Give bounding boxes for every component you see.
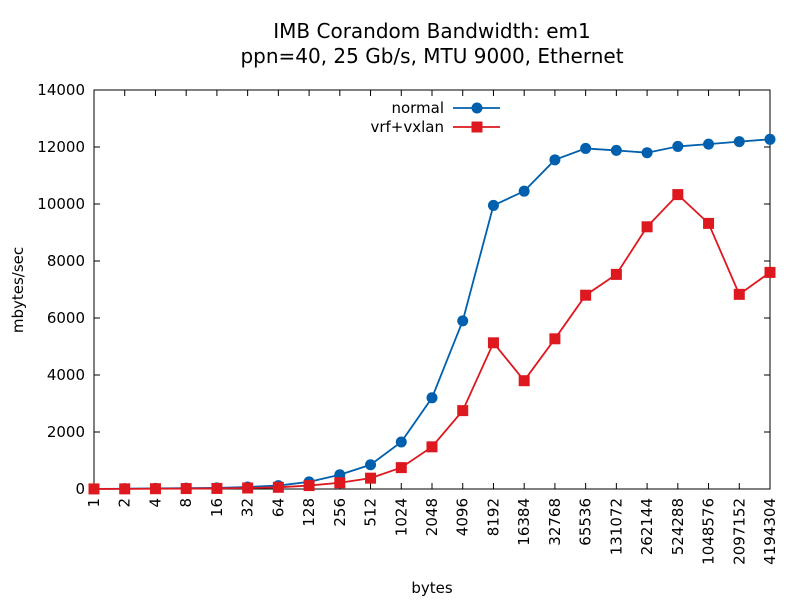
- x-tick-label: 524288: [669, 498, 687, 555]
- x-tick-label: 8: [177, 498, 195, 508]
- data-point: [242, 482, 254, 494]
- data-point: [119, 483, 131, 495]
- data-point: [457, 405, 469, 417]
- x-tick-labels: 1 2 4 8 16 32 64 128 256 512 1024 2048 4096 8192 16384…: [85, 498, 779, 565]
- x-tick-label: 1024: [392, 498, 410, 536]
- legend-swatch-marker: [471, 121, 483, 133]
- legend-label: vrf+vxlan: [370, 118, 444, 136]
- y-tick-label: 2000: [47, 423, 85, 441]
- x-tick-label: 1: [85, 498, 103, 508]
- data-point: [580, 142, 592, 154]
- x-tick-label: 4194304: [761, 498, 779, 565]
- series-normal: [88, 133, 776, 495]
- y-tick-label: 0: [75, 480, 85, 498]
- x-tick-label: 4096: [454, 498, 472, 536]
- legend-swatch-marker: [471, 102, 483, 114]
- x-tick-label: 64: [269, 498, 287, 517]
- data-point: [487, 199, 499, 211]
- data-point: [641, 147, 653, 159]
- y-tick-label: 6000: [47, 309, 85, 327]
- data-point: [334, 477, 346, 489]
- data-point: [733, 288, 745, 300]
- data-point: [487, 337, 499, 349]
- x-tick-label: 16384: [515, 498, 533, 546]
- data-point: [272, 481, 284, 493]
- x-tick-label: 32768: [546, 498, 564, 546]
- data-point: [518, 185, 530, 197]
- data-point: [610, 144, 622, 156]
- x-tick-label: 128: [300, 498, 318, 527]
- x-tick-label: 8192: [484, 498, 502, 536]
- x-tick-label: 16: [208, 498, 226, 517]
- data-point: [764, 266, 776, 278]
- y-axis-label: mbytes/sec: [9, 247, 27, 333]
- data-point: [610, 268, 622, 280]
- data-point: [672, 140, 684, 152]
- data-point: [580, 289, 592, 301]
- data-point: [457, 315, 469, 327]
- y-tick-label: 12000: [37, 138, 85, 156]
- series-layer: [88, 133, 776, 495]
- data-point: [764, 133, 776, 145]
- data-point: [703, 217, 715, 229]
- data-point: [395, 462, 407, 474]
- plot-frame: [93, 89, 771, 490]
- series-line: [93, 138, 771, 490]
- data-point: [365, 472, 377, 484]
- x-tick-label: 256: [331, 498, 349, 527]
- data-point: [149, 483, 161, 495]
- chart-title: IMB Corandom Bandwidth: em1 ppn=40, 25 G…: [240, 19, 623, 68]
- y-tick-label: 10000: [37, 195, 85, 213]
- y-tick-label: 8000: [47, 252, 85, 270]
- x-tick-label: 65536: [577, 498, 595, 546]
- x-axis-label: bytes: [411, 579, 453, 597]
- data-point: [426, 441, 438, 453]
- tick-marks: [93, 89, 771, 490]
- data-point: [733, 136, 745, 148]
- data-point: [395, 436, 407, 448]
- legend-label: normal: [391, 99, 444, 117]
- x-tick-label: 1048576: [700, 498, 718, 565]
- data-point: [88, 483, 100, 495]
- x-tick-label: 2: [116, 498, 134, 508]
- legend-item: vrf+vxlan: [370, 118, 500, 136]
- data-point: [426, 392, 438, 404]
- x-tick-label: 2048: [423, 498, 441, 536]
- y-tick-label: 14000: [37, 81, 85, 99]
- data-point: [365, 459, 377, 471]
- data-point: [180, 483, 192, 495]
- data-point: [549, 333, 561, 345]
- data-point: [211, 482, 223, 494]
- title-line-2: ppn=40, 25 Gb/s, MTU 9000, Ethernet: [240, 44, 623, 68]
- series-vrf-vxlan: [88, 189, 776, 495]
- data-point: [303, 480, 315, 492]
- data-point: [672, 189, 684, 201]
- x-tick-label: 32: [239, 498, 257, 517]
- x-tick-label: 4: [146, 498, 164, 508]
- x-tick-label: 262144: [638, 498, 656, 555]
- x-tick-label: 2097152: [730, 498, 748, 565]
- y-tick-labels: 0 2000 4000 6000 8000 10000 12000 14000: [37, 81, 85, 498]
- title-line-1: IMB Corandom Bandwidth: em1: [273, 19, 590, 43]
- x-tick-label: 512: [362, 498, 380, 527]
- legend-item: normal: [391, 99, 500, 117]
- data-point: [549, 154, 561, 166]
- data-point: [641, 221, 653, 233]
- y-tick-label: 4000: [47, 366, 85, 384]
- data-point: [518, 375, 530, 387]
- data-point: [703, 138, 715, 150]
- x-tick-label: 131072: [607, 498, 625, 555]
